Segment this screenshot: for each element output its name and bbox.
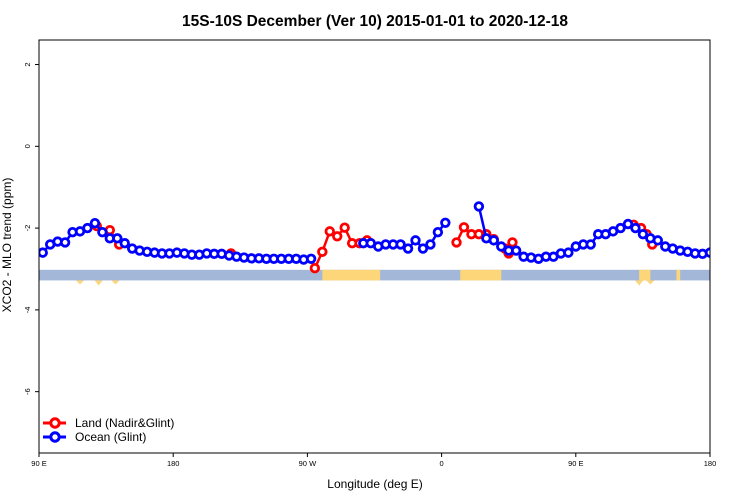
data-point: [324, 226, 335, 237]
data-point: [402, 243, 414, 254]
legend-item-land: Land (Nadir&Glint): [43, 416, 174, 430]
data-point: [305, 253, 317, 264]
data-point: [652, 235, 664, 246]
data-point: [473, 201, 485, 212]
data-point: [622, 218, 634, 230]
legend: Land (Nadir&Glint) Ocean (Glint): [43, 416, 174, 444]
land-peak: [76, 280, 85, 285]
x-tick-label: 90 E: [568, 459, 583, 468]
data-point: [451, 237, 462, 248]
x-axis-ticks: 90 E 180 90 W 0 90 E 180: [31, 453, 716, 468]
x-tick-label: 90 W: [299, 459, 317, 468]
data-point: [585, 239, 596, 250]
data-point: [615, 222, 626, 234]
land-peak: [646, 280, 655, 285]
data-point: [704, 247, 710, 258]
data-point: [563, 247, 574, 258]
land-segment: [676, 269, 681, 281]
data-point: [339, 222, 350, 233]
y-tick-label: -6: [23, 388, 32, 395]
series-segment: [477, 206, 488, 239]
legend-land-marker: [49, 417, 61, 429]
y-tick-label: 0: [23, 144, 32, 148]
data-point: [458, 222, 470, 233]
y-axis-label: XCO2 - MLO trend (ppm): [0, 178, 14, 313]
data-point: [332, 231, 343, 242]
data-point: [59, 237, 71, 248]
land-peak: [111, 280, 120, 285]
data-point: [488, 235, 499, 246]
land-segment: [639, 269, 651, 281]
data-point: [317, 246, 328, 258]
plot-frame: [38, 39, 711, 454]
x-tick-label: 180: [704, 459, 717, 468]
data-point: [112, 233, 123, 244]
legend-land-label: Land (Nadir&Glint): [75, 416, 174, 430]
data-point: [82, 222, 93, 234]
y-tick-label: 2: [23, 62, 32, 66]
data-point: [496, 241, 507, 252]
y-axis-ticks: 2 0 -2 -4 -6: [23, 62, 39, 395]
y-tick-label: -4: [23, 307, 32, 314]
chart-title: 15S-10S December (Ver 10) 2015-01-01 to …: [182, 13, 568, 30]
y-tick-label: -2: [23, 225, 32, 232]
data-point: [119, 238, 130, 249]
land-segment: [460, 269, 502, 281]
data-point: [395, 239, 406, 250]
data-point: [630, 222, 641, 234]
x-axis-label: Longitude (deg E): [327, 477, 422, 491]
land-peak: [635, 280, 644, 286]
data-point: [417, 243, 429, 254]
data-point: [510, 245, 522, 256]
series-ocean: [39, 201, 710, 265]
legend-item-ocean: Ocean (Glint): [43, 430, 146, 444]
land-peak: [94, 280, 103, 286]
data-point: [89, 217, 101, 229]
data-point: [97, 226, 108, 238]
data-points: [39, 201, 710, 274]
x-tick-label: 0: [440, 459, 444, 468]
data-point: [440, 217, 451, 228]
data-point: [637, 229, 649, 240]
data-point: [432, 226, 444, 238]
land-mask-band: [39, 269, 710, 286]
data-point: [507, 237, 518, 248]
legend-ocean-marker: [49, 431, 61, 443]
data-point: [39, 247, 48, 258]
data-point: [410, 235, 421, 246]
x-tick-label: 90 E: [31, 459, 46, 468]
data-point: [425, 239, 436, 250]
data-point: [309, 262, 321, 274]
legend-ocean-label: Ocean (Glint): [75, 430, 146, 444]
x-tick-label: 180: [167, 459, 180, 468]
land-segment: [322, 269, 381, 281]
